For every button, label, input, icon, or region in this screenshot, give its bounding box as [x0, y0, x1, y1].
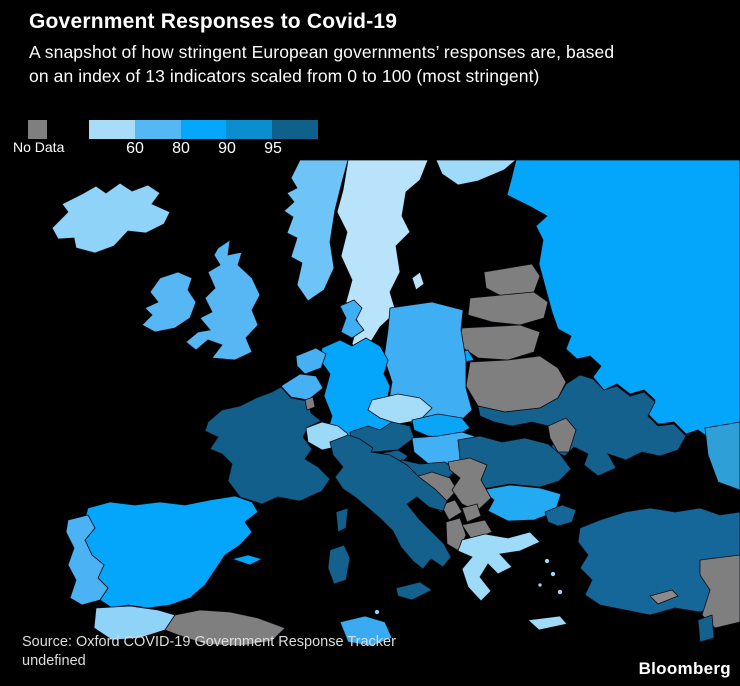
region-gotland[interactable]: [411, 271, 425, 291]
country-russia[interactable]: [506, 160, 740, 455]
legend-bucket-3: [180, 120, 227, 139]
country-united-kingdom[interactable]: [185, 239, 261, 361]
country-montenegro[interactable]: [440, 499, 463, 521]
country-luxembourg[interactable]: [304, 396, 316, 411]
legend-no-data-label: No Data: [13, 139, 65, 155]
country-georgia[interactable]: [704, 421, 740, 491]
region-aegean-island: [550, 571, 556, 577]
country-france[interactable]: [204, 386, 331, 505]
legend-bucket-2: [134, 120, 181, 139]
legend-bucket-5: [272, 120, 318, 139]
country-denmark[interactable]: [339, 299, 365, 339]
legend-tick-80: 80: [172, 140, 190, 157]
region-aegean-island: [544, 558, 550, 564]
europe-choropleth-map: [51, 160, 740, 647]
chart-title: Government Responses to Covid-19: [29, 10, 398, 33]
country-netherlands[interactable]: [295, 347, 327, 375]
region-crete[interactable]: [527, 615, 568, 631]
chart-subtitle-line2: on an index of 13 indicators scaled from…: [29, 66, 540, 86]
region-turkey-thrace[interactable]: [544, 504, 577, 527]
country-iceland[interactable]: [51, 182, 171, 254]
region-corsica[interactable]: [335, 507, 349, 533]
chart-subtitle-line1: A snapshot of how stringent European gov…: [29, 42, 615, 62]
legend-tick-60: 60: [126, 140, 144, 157]
region-aegean-island: [537, 582, 543, 588]
country-algeria[interactable]: [164, 609, 286, 647]
country-turkey[interactable]: [577, 507, 740, 616]
country-ireland[interactable]: [141, 271, 197, 333]
region-balearics[interactable]: [230, 554, 264, 566]
legend-tick-90: 90: [218, 140, 236, 157]
country-finland[interactable]: [435, 160, 517, 186]
country-lithuania[interactable]: [459, 324, 541, 361]
country-kosovo[interactable]: [461, 503, 482, 523]
legend-bucket-1: [89, 120, 135, 139]
country-greece[interactable]: [457, 531, 541, 602]
bloomberg-logo: Bloomberg: [638, 659, 731, 678]
country-belgium[interactable]: [280, 373, 324, 401]
country-portugal[interactable]: [65, 514, 109, 606]
country-italy[interactable]: [329, 434, 452, 570]
country-norway[interactable]: [283, 160, 349, 302]
region-sardinia[interactable]: [327, 544, 351, 585]
legend-bucket-4: [226, 120, 273, 139]
region-aegean-island: [557, 589, 563, 595]
region-sicily[interactable]: [395, 581, 433, 601]
country-spain[interactable]: [84, 495, 259, 609]
source-undefined-line: undefined: [22, 653, 86, 669]
country-moldova[interactable]: [547, 417, 577, 453]
legend-color-scale: [89, 120, 318, 139]
legend-tick-95: 95: [264, 140, 282, 157]
country-bulgaria[interactable]: [481, 484, 562, 522]
country-latvia[interactable]: [467, 291, 549, 326]
source-line: Source: Oxford COVID-19 Government Respo…: [22, 634, 396, 650]
country-cyprus[interactable]: [649, 589, 679, 605]
country-tunisia[interactable]: [339, 615, 393, 647]
legend-no-data-swatch: [28, 120, 47, 139]
country-lebanon[interactable]: [697, 614, 715, 643]
country-malta[interactable]: [374, 609, 380, 615]
